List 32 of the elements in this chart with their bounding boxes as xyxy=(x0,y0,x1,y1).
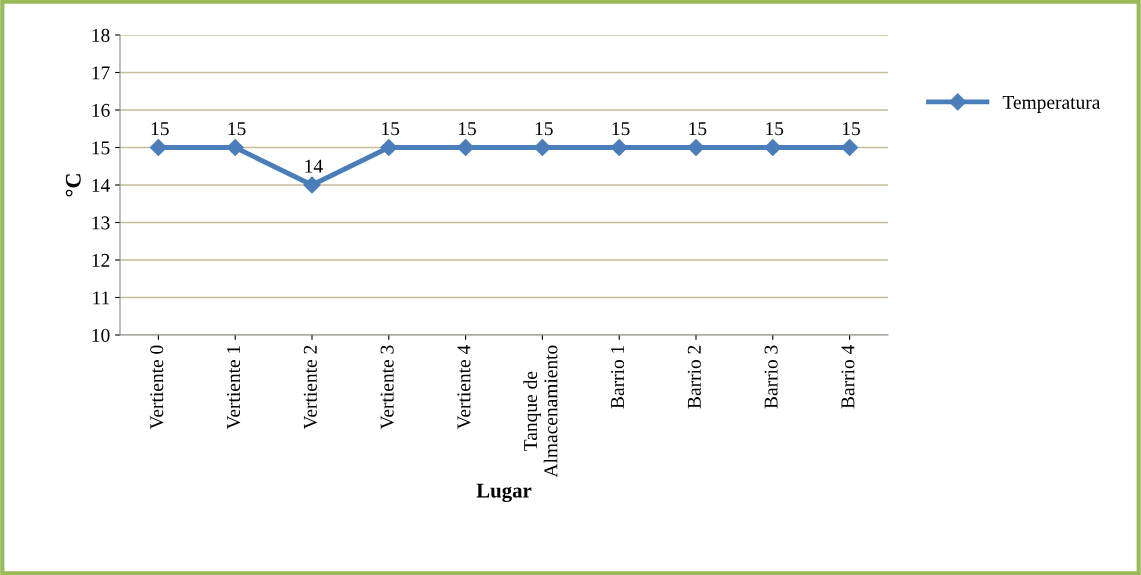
data-label: 15 xyxy=(228,122,246,136)
y-tick-label: 12 xyxy=(92,253,110,267)
data-label: 15 xyxy=(382,122,400,136)
data-label: 15 xyxy=(689,122,707,136)
x-axis-title: Lugar xyxy=(476,483,532,502)
data-label: 15 xyxy=(151,122,169,136)
y-tick-label: 16 xyxy=(92,103,110,117)
data-label: 15 xyxy=(535,122,553,136)
x-tick-label: Vertiente 2 xyxy=(303,345,317,430)
x-tick-label: Barrio 4 xyxy=(841,345,855,409)
x-tick-label: Tanque de Almacenamiento xyxy=(523,345,558,478)
y-tick-label: 15 xyxy=(92,141,110,155)
y-tick-label: 18 xyxy=(92,28,110,42)
data-label: 15 xyxy=(612,122,630,136)
y-tick-label: 11 xyxy=(93,291,110,305)
data-label: 15 xyxy=(766,122,784,136)
x-tick-label: Barrio 2 xyxy=(687,345,701,409)
x-tick-label: Vertiente 1 xyxy=(227,345,241,430)
x-tick-label: Barrio 3 xyxy=(764,345,778,409)
y-tick-label: 17 xyxy=(92,66,110,80)
data-label: 15 xyxy=(458,122,476,136)
data-label: 15 xyxy=(842,122,860,136)
x-tick-label: Vertiente 0 xyxy=(150,345,164,430)
data-label: 14 xyxy=(305,159,323,173)
y-tick-label: 10 xyxy=(92,328,110,342)
y-tick-label: 13 xyxy=(92,216,110,230)
y-axis-title: °C xyxy=(65,174,81,197)
x-tick-label: Vertiente 3 xyxy=(380,345,394,430)
y-tick-label: 14 xyxy=(92,178,110,192)
x-tick-label: Vertiente 4 xyxy=(457,345,471,430)
legend-label: Temperatura xyxy=(1002,96,1101,113)
x-tick-label: Barrio 1 xyxy=(611,345,625,409)
